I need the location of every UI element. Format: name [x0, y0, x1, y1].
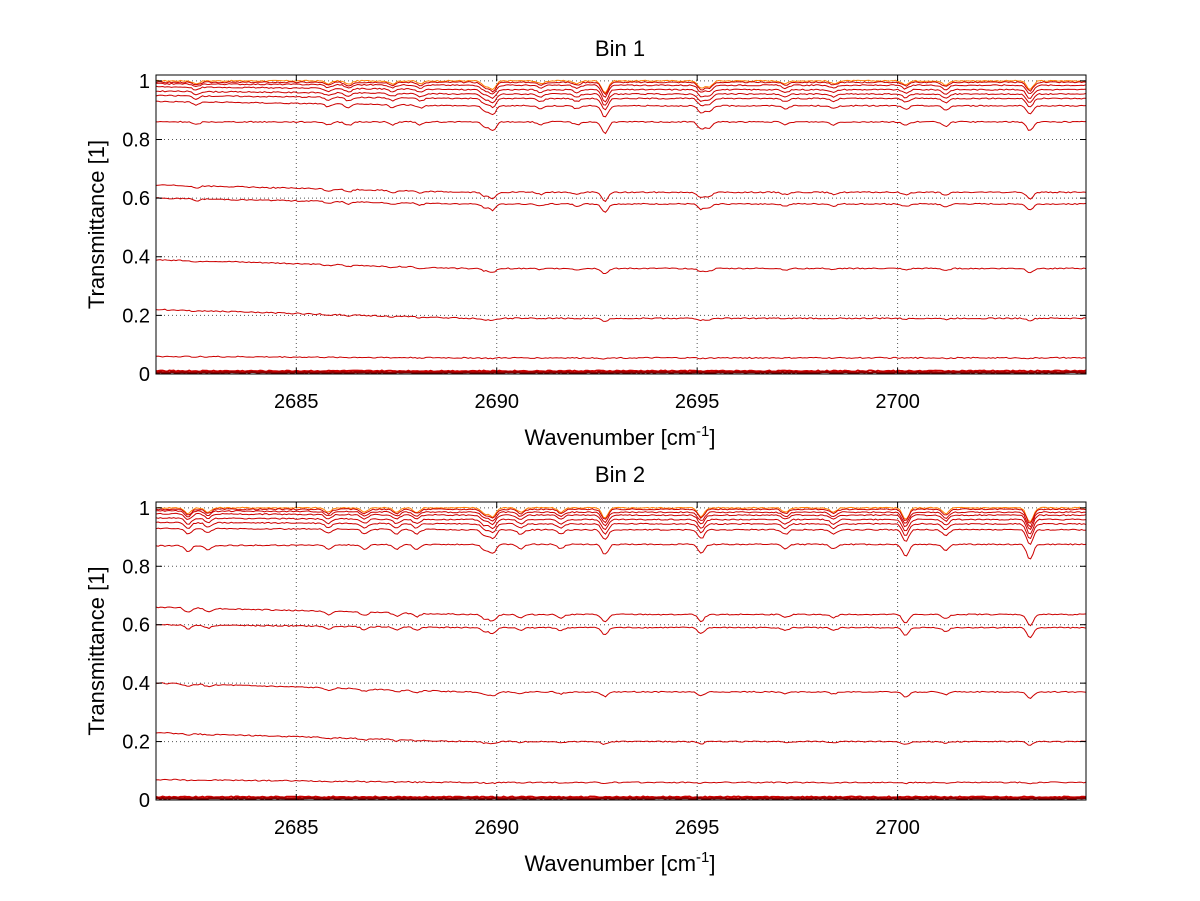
series-line [155, 506, 1087, 523]
x-axis-label-sup: -1 [696, 423, 709, 440]
series-line [155, 85, 1087, 103]
x-ticks: 2685 2690 2695 2700 [274, 502, 920, 839]
x-tick-label: 2685 [274, 817, 319, 839]
series-line [155, 82, 1087, 98]
y-ticks: 0 0.2 0.4 0.6 0.8 1 [122, 71, 1086, 386]
series-line [155, 682, 1087, 699]
series-line [155, 623, 1087, 639]
y-tick-label: 0 [139, 790, 150, 812]
x-tick-label: 2690 [474, 391, 519, 413]
series-line [155, 508, 1087, 524]
series-line [155, 521, 1087, 540]
series-line [155, 259, 1087, 274]
axes-box [155, 74, 1087, 375]
series-line [155, 355, 1087, 360]
x-tick-label: 2695 [675, 817, 720, 839]
plot-title: Bin 1 [595, 36, 645, 61]
x-axis-label: Wavenumber [cm-1] [524, 849, 715, 876]
series-line [155, 796, 1087, 801]
y-tick-label: 0.6 [122, 615, 150, 637]
x-tick-label: 2695 [675, 391, 720, 413]
y-ticks: 0 0.2 0.4 0.6 0.8 1 [122, 498, 1086, 812]
y-tick-label: 1 [139, 71, 150, 93]
y-tick-label: 0.8 [122, 556, 150, 578]
y-tick-label: 0.4 [122, 247, 150, 269]
series-line [155, 512, 1087, 531]
y-tick-label: 0.8 [122, 129, 150, 151]
series-line [155, 731, 1086, 746]
series-line [155, 308, 1087, 322]
y-tick-label: 0.4 [122, 673, 150, 695]
x-axis-label: Wavenumber [cm-1] [524, 423, 715, 450]
y-tick-label: 0.6 [122, 188, 150, 210]
x-tick-label: 2690 [474, 817, 519, 839]
x-axis-label-end: ] [709, 425, 715, 450]
series-line [155, 527, 1087, 546]
series-line [155, 197, 1087, 213]
series-line [155, 81, 1087, 96]
y-axis-label: Transmittance [1] [84, 566, 109, 735]
x-axis-label-end: ] [709, 851, 715, 876]
x-tick-label: 2700 [875, 817, 920, 839]
series-line [156, 120, 1086, 135]
x-axis-label-main: Wavenumber [cm [524, 851, 696, 876]
series-line [155, 778, 1087, 785]
series-line [155, 606, 1087, 627]
x-ticks: 2685 2690 2695 2700 [274, 75, 920, 413]
subplot-bin-1: Bin 1 2685 2690 2695 2700 0 0.2 0.4 0.6 0.8 1 Wa… [84, 36, 1087, 450]
y-axis-label: Transmittance [1] [84, 140, 109, 309]
series-line [155, 509, 1087, 528]
subplot-bin-2: Bin 2 2685 2690 2695 2700 0 0.2 0.4 0.6 0.8 1 Wa… [84, 462, 1087, 876]
y-tick-label: 1 [139, 498, 150, 520]
x-axis-label-main: Wavenumber [cm [524, 425, 696, 450]
x-tick-label: 2685 [274, 391, 319, 413]
series-line [156, 79, 1087, 94]
y-tick-label: 0 [139, 364, 150, 386]
x-tick-label: 2700 [875, 391, 920, 413]
series-lines [155, 79, 1087, 375]
series-line [155, 184, 1087, 203]
y-tick-label: 0.2 [122, 305, 150, 327]
plot-title: Bin 2 [595, 462, 645, 487]
series-line [155, 94, 1087, 111]
series-line [155, 370, 1087, 375]
series-lines [155, 506, 1087, 801]
axes-box [155, 501, 1087, 801]
series-line [155, 100, 1087, 118]
series-line [155, 517, 1087, 535]
series-line [155, 543, 1087, 560]
series-line [155, 90, 1087, 106]
y-tick-label: 0.2 [122, 732, 150, 754]
x-axis-label-sup: -1 [696, 849, 709, 866]
